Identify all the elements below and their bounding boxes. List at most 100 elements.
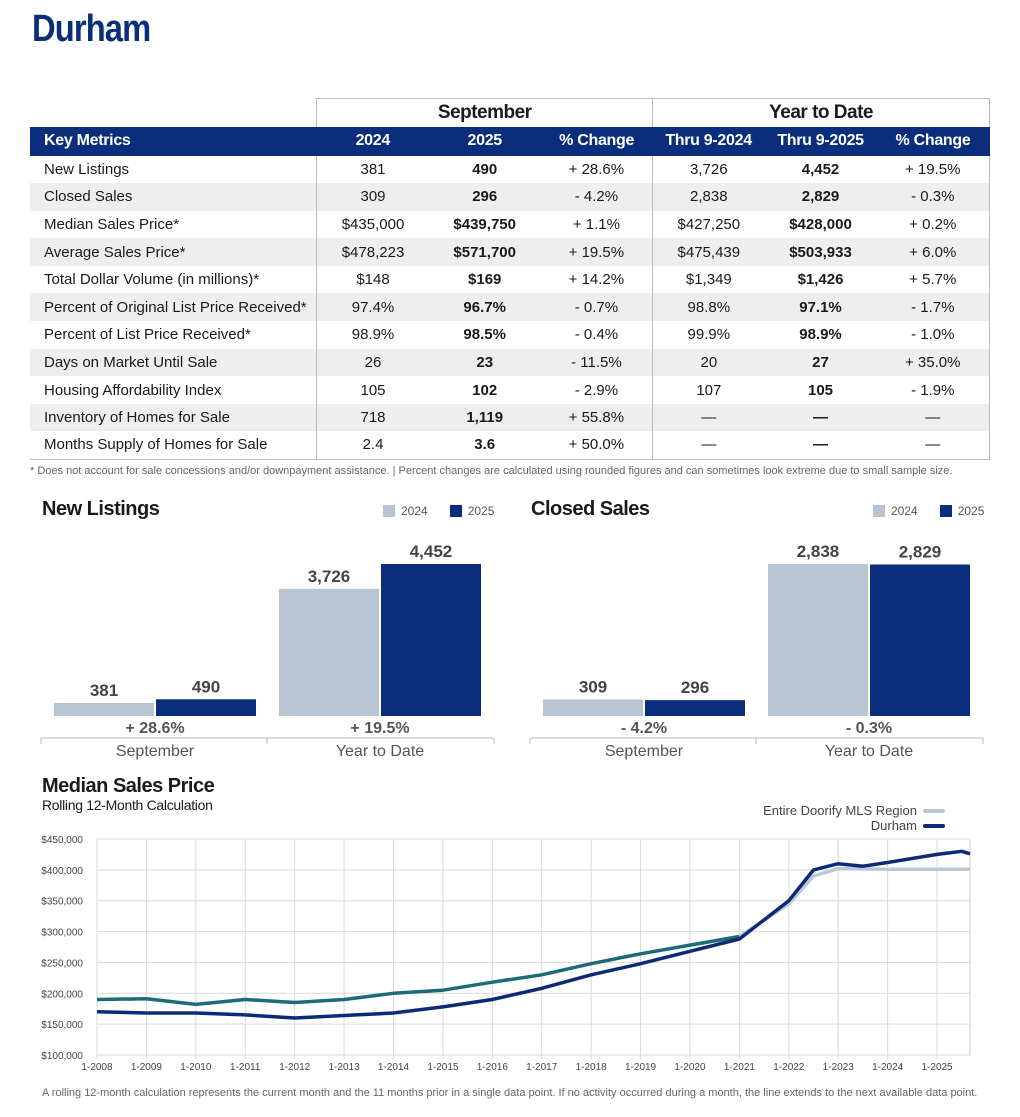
key-metrics-table: September Year to Date Key Metrics 2024 … <box>30 98 991 460</box>
metric-value: 20 <box>652 348 765 377</box>
metric-name: New Listings <box>44 160 130 178</box>
median-sales-price-title: Median Sales Price <box>42 775 215 797</box>
closed-sales-bar-chart: 309 296 - 4.2% September 2,838 2,829 - 0.3% Yea… <box>529 542 984 760</box>
metric-value: $478,223 <box>316 238 429 266</box>
bar-2024-year-to-date <box>768 564 868 716</box>
bar-value-label: 309 <box>579 677 607 696</box>
metric-value: + 28.6% <box>568 160 625 178</box>
x-tick-label: 1-2008 <box>81 1062 113 1073</box>
metric-value: 97.4% <box>316 293 429 322</box>
metric-name: Percent of List Price Received* <box>44 326 251 344</box>
y-tick-label: $450,000 <box>41 835 83 846</box>
x-tick-label: 1-2023 <box>823 1062 855 1073</box>
metric-value: 3.6 <box>428 431 541 460</box>
y-tick-label: $300,000 <box>41 928 83 939</box>
series-line-region-early <box>96 934 740 1007</box>
new-listings-title: New Listings <box>42 498 160 520</box>
metric-value: 102 <box>472 381 498 399</box>
plot-area <box>96 838 971 1056</box>
metric-value: $1,426 <box>797 271 844 289</box>
legend-swatch-2024 <box>873 505 885 517</box>
percent-change-label: - 4.2% <box>621 720 667 737</box>
column-header: Thru 9-2024 <box>652 126 765 156</box>
metric-value: + 1.1% <box>572 215 620 233</box>
metric-value: 718 <box>316 403 429 432</box>
metric-value: 98.9% <box>316 321 429 349</box>
metric-name: Average Sales Price* <box>30 238 317 266</box>
metric-value: $428,000 <box>789 215 852 233</box>
metric-value: 99.9% <box>652 321 765 349</box>
x-tick-label: 1-2022 <box>773 1062 805 1073</box>
metric-value: 490 <box>472 160 498 178</box>
metric-value: 26 <box>316 348 429 377</box>
metric-value: $1,349 <box>652 265 765 294</box>
metric-value: + 55.8% <box>540 403 653 432</box>
bar-2024-september <box>54 702 154 716</box>
category-label: September <box>116 743 195 760</box>
legend-label-2025: 2025 <box>467 504 495 518</box>
metric-value: — <box>764 431 877 460</box>
y-tick-label: $150,000 <box>41 1020 83 1031</box>
bar-value-label: 490 <box>192 677 220 696</box>
percent-change-label: - 0.3% <box>846 720 892 737</box>
median-sales-price-subtitle: Rolling 12-Month Calculation <box>42 797 213 813</box>
metric-name: Closed Sales <box>30 183 317 211</box>
legend-label-2024: 2024 <box>401 504 428 518</box>
metric-value: 1,119 <box>428 403 541 432</box>
column-header: Thru 9-2025 <box>764 126 877 156</box>
legend-line-region <box>923 808 945 813</box>
table-row: Months Supply of Homes for Sale 2.4 3.6 + 5… <box>30 431 991 460</box>
table-row: Median Sales Price* $435,000 $439,750 + 1.1… <box>30 210 991 239</box>
category-label: Year to Date <box>825 743 913 760</box>
metric-name: Inventory of Homes for Sale <box>30 403 317 432</box>
metric-value: 107 <box>652 376 765 404</box>
metric-name: Percent of Original List Price Received* <box>30 293 317 322</box>
metric-value: + 5.7% <box>876 265 991 294</box>
metric-value: 98.5% <box>463 326 506 344</box>
bar-value-label: 381 <box>90 681 118 700</box>
metric-value: - 1.9% <box>876 376 991 404</box>
metric-value: $435,000 <box>316 210 429 239</box>
metric-value: — <box>876 431 991 460</box>
series-line-durham <box>96 849 971 1020</box>
metric-value: — <box>652 403 765 432</box>
bar-2025-september <box>645 700 745 716</box>
table-row: Housing Affordability Index 105 102 - 2.9% 1… <box>30 376 991 404</box>
group-header-september: September <box>316 98 653 127</box>
column-header: 2025 <box>428 126 541 156</box>
x-tick-label: 1-2021 <box>724 1062 756 1073</box>
metric-value: + 35.0% <box>876 348 991 377</box>
metric-value: 2,838 <box>652 183 765 211</box>
table-row: Days on Market Until Sale 26 23- 11.5% 20 27… <box>30 348 991 377</box>
x-tick-label: 1-2014 <box>378 1062 410 1073</box>
metric-value: + 50.0% <box>540 431 653 460</box>
metric-value: - 0.4% <box>574 326 619 344</box>
table-row: Closed Sales 309 296- 4.2% 2,838 2,829- 0.3% <box>30 183 991 211</box>
metric-value: $571,700 <box>428 238 541 266</box>
y-tick-label: $250,000 <box>41 958 83 969</box>
column-header: % Change <box>540 126 653 156</box>
table-row: Percent of List Price Received* 98.9% 98.5… <box>30 321 991 349</box>
new-listings-bar-chart: 381 490 + 28.6% September 3,726 4,452 + 19.5% Y… <box>40 542 495 760</box>
metric-value: + 14.2% <box>568 271 625 289</box>
metric-value: + 19.5% <box>876 155 991 184</box>
line-legend-durham: Durham <box>871 818 945 833</box>
column-header: % Change <box>876 126 990 156</box>
metric-value: 2.4 <box>316 431 429 460</box>
metric-value: - 11.5% <box>540 348 653 377</box>
x-tick-label: 1-2015 <box>427 1062 459 1073</box>
x-tick-label: 1-2024 <box>872 1062 904 1073</box>
metric-value: - 0.7% <box>540 293 653 322</box>
bar-value-label: 296 <box>681 678 709 697</box>
legend-label-durham: Durham <box>870 818 917 833</box>
legend-label-region: Entire Doorify MLS Region <box>763 803 917 818</box>
bar-value-label: 3,726 <box>308 567 351 586</box>
median-sales-price-line-chart: $450,000 $400,000 $350,000 $300,000 $250,000… <box>41 835 971 1073</box>
x-tick-label: 1-2010 <box>180 1062 212 1073</box>
metric-name: Median Sales Price* <box>44 215 180 233</box>
category-label: Year to Date <box>336 743 424 760</box>
table-row: Percent of Original List Price Received*… <box>30 293 991 322</box>
table-footnote: * Does not account for sale concessions … <box>30 465 953 477</box>
legend-label-2025: 2025 <box>957 504 985 518</box>
metric-value: 381 <box>316 155 429 184</box>
